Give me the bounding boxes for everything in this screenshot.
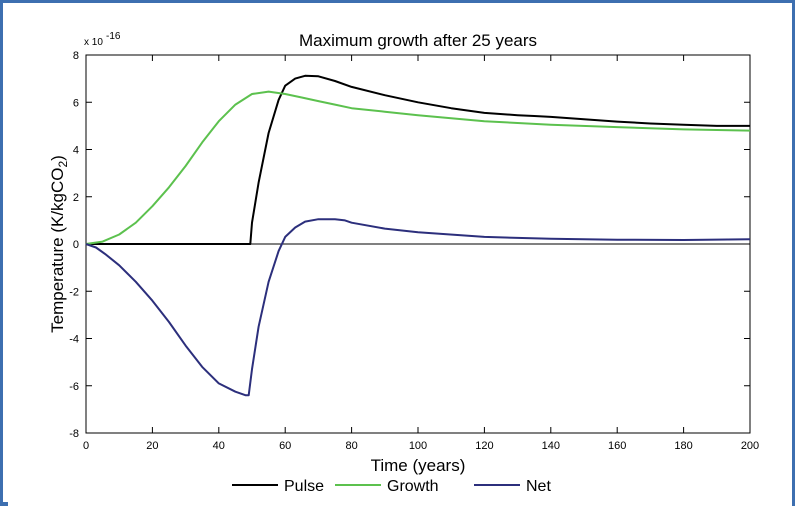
frame-bottom-mark xyxy=(0,502,8,506)
series-layer xyxy=(85,74,751,397)
x-tick-label: 180 xyxy=(674,440,692,452)
y-tick-label: -6 xyxy=(69,381,79,393)
y-axis-label-sub: 2 xyxy=(56,161,70,168)
x-axis-ticks: 0 20 40 60 80 100 120 140 160 180 200 xyxy=(83,55,759,452)
x-axis-label: Time (years) xyxy=(371,456,466,475)
y-tick-label: -2 xyxy=(69,286,79,298)
y-tick-label: 4 xyxy=(73,145,79,157)
x-tick-label: 0 xyxy=(83,440,89,452)
x-tick-label: 140 xyxy=(542,440,560,452)
y-tick-label: -8 xyxy=(69,428,79,440)
y-axis-label: Temperature (K/kgCO2) xyxy=(48,155,70,333)
y-tick-label: 6 xyxy=(73,97,79,109)
legend-label-pulse: Pulse xyxy=(284,478,324,495)
x-tick-label: 120 xyxy=(475,440,493,452)
y-exponent-base: x 10 xyxy=(84,37,103,48)
series-line-net xyxy=(85,218,751,397)
y-tick-label: 2 xyxy=(73,192,79,204)
y-tick-label: 8 xyxy=(73,50,79,62)
x-tick-label: 80 xyxy=(345,440,357,452)
y-exponent-power: -16 xyxy=(106,31,121,42)
x-tick-label: 100 xyxy=(409,440,427,452)
y-axis-label-main: Temperature (K/kgCO xyxy=(48,168,67,333)
legend-label-growth: Growth xyxy=(387,478,439,495)
legend: Pulse Growth Net xyxy=(232,478,551,495)
x-tick-label: 160 xyxy=(608,440,626,452)
y-tick-label: 0 xyxy=(73,239,79,251)
chart-title: Maximum growth after 25 years xyxy=(299,31,537,50)
y-axis-label-end: ) xyxy=(48,155,67,161)
x-tick-label: 200 xyxy=(741,440,759,452)
x-tick-label: 20 xyxy=(146,440,158,452)
series-line-growth xyxy=(85,90,751,245)
x-tick-label: 40 xyxy=(213,440,225,452)
y-axis-ticks: -8 -6 -4 -2 0 2 4 6 8 xyxy=(69,50,750,440)
legend-label-net: Net xyxy=(526,478,551,495)
y-tick-label: -4 xyxy=(69,334,79,346)
x-tick-label: 60 xyxy=(279,440,291,452)
series-line-pulse xyxy=(86,74,750,245)
